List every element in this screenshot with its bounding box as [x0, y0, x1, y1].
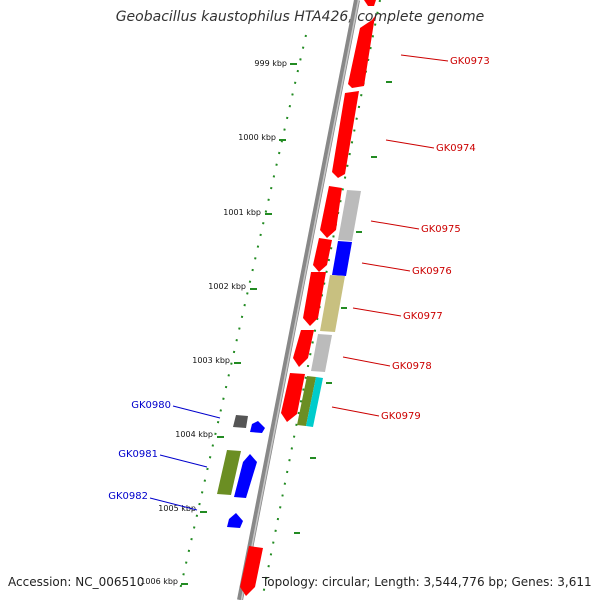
tick-label: 1002 kbp — [208, 282, 246, 291]
cog-box-gk0981 — [217, 450, 241, 495]
cog-box-gk0979b — [306, 377, 323, 427]
tick-marks — [181, 63, 297, 585]
gene-arrow-gk0974[interactable] — [332, 91, 359, 178]
gene-arrow-gk0976[interactable] — [313, 238, 332, 272]
tick-label: 1003 kbp — [192, 356, 230, 365]
cog-boxes-forward — [297, 190, 361, 427]
tick-ruler — [179, 34, 307, 591]
gene-arrow-gk0978[interactable] — [293, 330, 314, 367]
genome-backbone — [237, 0, 360, 600]
leader-gk0978 — [342, 356, 391, 367]
gene-arrow-gk0982[interactable] — [227, 513, 243, 528]
tick-label: 1005 kbp — [158, 504, 196, 513]
cog-box-gk0978 — [311, 334, 332, 372]
gene-arrow-gk0977[interactable] — [303, 272, 326, 326]
leader-gk0973 — [400, 54, 449, 62]
genome-backbone-highlight — [240, 0, 360, 600]
gene-arrow-gk0975[interactable] — [320, 186, 342, 238]
leader-gk0974 — [385, 139, 435, 149]
gene-label-gk0980[interactable]: GK0980 — [131, 400, 171, 411]
gene-label-gk0976[interactable]: GK0976 — [412, 266, 452, 277]
forward-genes — [240, 0, 376, 596]
leader-gk0981 — [159, 454, 208, 468]
gene-label-gk0982[interactable]: GK0982 — [108, 491, 148, 502]
cog-box-gk0977 — [320, 275, 345, 332]
leader-gk0977 — [352, 307, 402, 317]
tick-label: 999 kbp — [254, 59, 287, 68]
accession-text: Accession: NC_006510 — [8, 575, 145, 589]
tick-label: 1004 kbp — [175, 430, 213, 439]
cog-box-gk0976 — [332, 241, 352, 276]
leader-gk0980 — [172, 405, 221, 419]
gene-arrow-gk0972[interactable] — [364, 0, 376, 6]
cog-box-gk0975 — [338, 190, 361, 241]
gene-label-gk0979[interactable]: GK0979 — [381, 411, 421, 422]
label-leaders — [149, 54, 449, 511]
gene-arrow-gk0980[interactable] — [250, 421, 265, 433]
topology-text: Topology: circular; Length: 3,544,776 bp… — [262, 575, 592, 589]
gene-arrow-gk0973[interactable] — [348, 16, 375, 88]
gene-label-gk0978[interactable]: GK0978 — [392, 361, 432, 372]
outer-ticks — [294, 81, 392, 534]
tick-label: 1001 kbp — [223, 208, 261, 217]
leader-gk0975 — [370, 220, 420, 230]
leader-gk0976 — [361, 262, 411, 272]
gene-label-gk0981[interactable]: GK0981 — [118, 449, 158, 460]
tick-label: 1006 kbp — [140, 577, 178, 586]
gene-label-gk0977[interactable]: GK0977 — [403, 311, 443, 322]
gene-label-gk0974[interactable]: GK0974 — [436, 143, 476, 154]
gene-arrow-gk0979[interactable] — [281, 373, 305, 422]
gene-label-gk0975[interactable]: GK0975 — [421, 224, 461, 235]
reverse-genes — [227, 421, 265, 528]
cog-box-gk0979a — [297, 376, 316, 426]
tick-label: 1000 kbp — [238, 133, 276, 142]
gene-label-gk0973[interactable]: GK0973 — [450, 56, 490, 67]
leader-gk0982 — [149, 497, 198, 511]
map-title: Geobacillus kaustophilus HTA426, complet… — [115, 9, 485, 25]
leader-gk0979 — [331, 406, 380, 417]
gene-arrow-gk0983[interactable] — [240, 546, 263, 596]
gene-arrow-gk0981[interactable] — [234, 454, 257, 498]
cog-boxes-reverse — [217, 415, 248, 495]
cog-box-gk0980 — [233, 415, 248, 428]
